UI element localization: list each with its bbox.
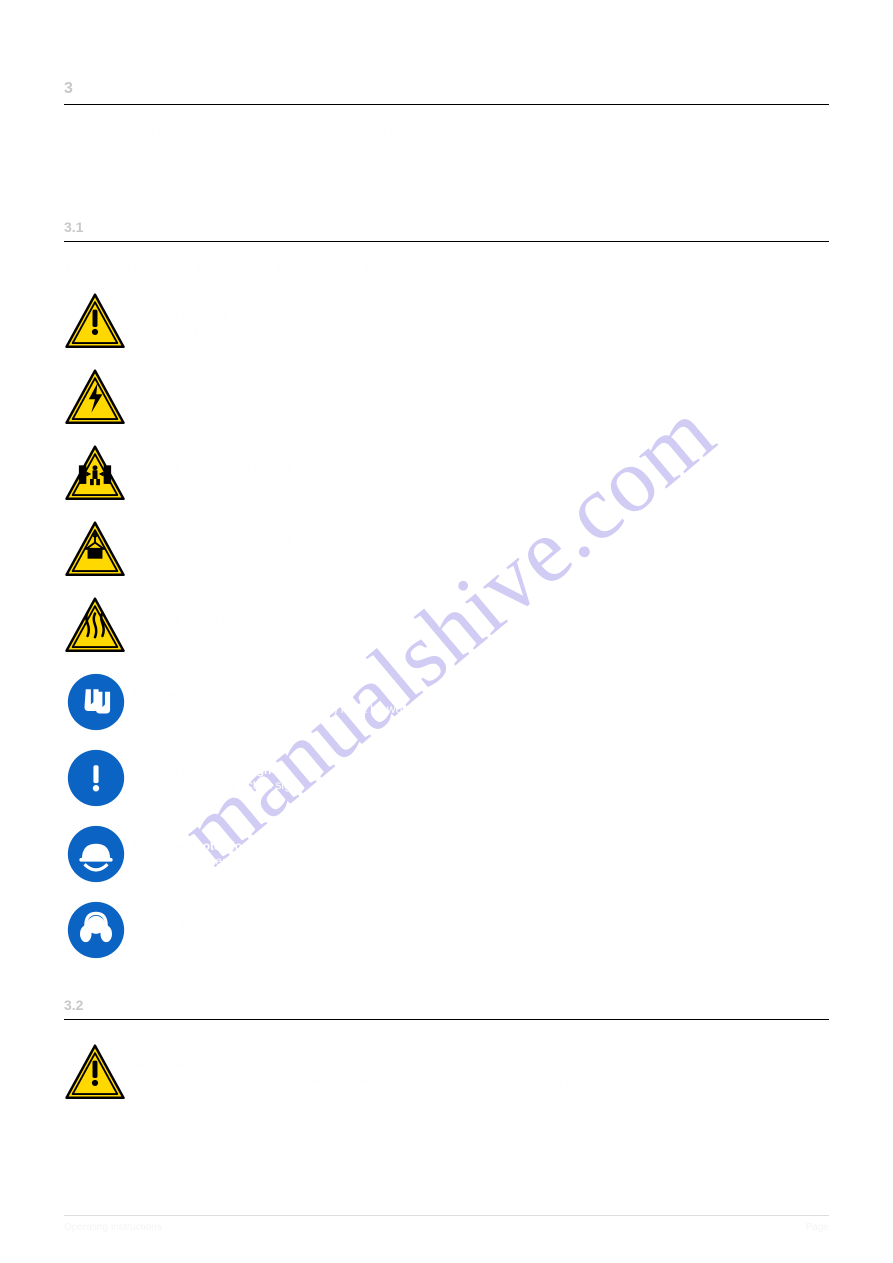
symbol-label: Use ear protection xyxy=(134,915,239,929)
subsection-symbols-lead: The warning notices are symbolized by da… xyxy=(64,260,829,276)
wear-gloves-icon-slot xyxy=(64,670,134,734)
page-footer: Operating Instructions Page xyxy=(64,1215,829,1233)
symbol-label: Warning of electrical hazards xyxy=(134,383,300,397)
general-warning-icon-slot xyxy=(64,291,134,353)
hazard-icon-slot xyxy=(64,1042,134,1104)
general-warning-icon xyxy=(64,1042,126,1104)
wear-ear-protection-icon xyxy=(64,898,128,962)
wear-gloves-icon xyxy=(64,670,128,734)
symbol-desc: Warns of risk of crushing. xyxy=(134,474,829,490)
mandatory-action-icon xyxy=(64,746,128,810)
symbol-desc: General mandatory action sign. xyxy=(134,778,829,794)
symbol-desc: Warns of hot surfaces. xyxy=(134,626,829,642)
symbol-label: Warning of crushing hazard xyxy=(134,459,292,473)
symbol-row: Warning of electrical hazardsWarns of el… xyxy=(64,363,829,433)
footer-right: Page xyxy=(806,1222,829,1233)
symbol-label: Use hand protection xyxy=(134,687,250,701)
section-intro: Before beginning any work, observe the s… xyxy=(64,123,829,139)
symbol-row-text: Use head protectionIndicates that head p… xyxy=(134,839,829,870)
hot-surface-icon-slot xyxy=(64,595,134,657)
symbol-row-text: Use hand protectionIndicates that hand p… xyxy=(134,687,829,718)
section-number: 3 xyxy=(64,80,829,98)
symbol-row: Use hand protectionIndicates that hand p… xyxy=(64,667,829,737)
symbol-row-text: Warning of electrical hazardsWarns of el… xyxy=(134,383,829,414)
symbol-row-text: Warning of suspended loadWarns of suspen… xyxy=(134,535,829,566)
suspended-load-icon xyxy=(64,519,126,581)
electrical-hazard-icon xyxy=(64,367,126,429)
hazard-signal: WARNING xyxy=(134,1058,192,1072)
symbol-row: Warning of crushing hazardWarns of risk … xyxy=(64,439,829,509)
symbol-label: General mandatory sign xyxy=(134,763,271,777)
wear-ear-protection-icon-slot xyxy=(64,898,134,962)
symbol-desc: Warns of a potential danger. Failure to … xyxy=(134,322,829,338)
wear-helmet-icon xyxy=(64,822,128,886)
symbol-row: Warning of suspended loadWarns of suspen… xyxy=(64,515,829,585)
crushing-hazard-icon-slot xyxy=(64,443,134,505)
symbol-row-text: General warning signWarns of a potential… xyxy=(134,307,829,338)
symbol-row: Use head protectionIndicates that head p… xyxy=(64,819,829,889)
symbol-desc: Indicates that hand protection (gloves) … xyxy=(134,702,829,718)
crushing-hazard-icon xyxy=(64,443,126,505)
section-rule xyxy=(64,104,829,105)
symbol-desc: Indicates that head protection (helmet) … xyxy=(134,854,829,870)
symbol-label: Use head protection xyxy=(134,839,249,853)
general-warning-icon xyxy=(64,291,126,353)
subsection-symbols-number: 3.1 xyxy=(64,219,829,235)
subsection-hazards-number: 3.2 xyxy=(64,997,829,1013)
wear-helmet-icon-slot xyxy=(64,822,134,886)
symbol-desc: Warns of suspended loads. xyxy=(134,550,829,566)
symbol-desc: Warns of electrical hazards. xyxy=(134,398,829,414)
symbol-row-text: General mandatory signGeneral mandatory … xyxy=(134,763,829,794)
symbol-label: Warning of suspended load xyxy=(134,535,291,549)
symbol-row: General mandatory signGeneral mandatory … xyxy=(64,743,829,813)
hazard-row: WARNING Failure to observe the safety in… xyxy=(64,1038,829,1108)
electrical-hazard-icon-slot xyxy=(64,367,134,429)
footer-left: Operating Instructions xyxy=(64,1222,162,1233)
symbol-row: Use ear protectionIndicates that hearing… xyxy=(64,895,829,965)
symbol-label: Warning of hot surface xyxy=(134,611,264,625)
hazard-text: Failure to observe the safety instructio… xyxy=(134,1073,660,1087)
symbol-row: Warning of hot surfaceWarns of hot surfa… xyxy=(64,591,829,661)
symbol-row-text: Warning of hot surfaceWarns of hot surfa… xyxy=(134,611,829,642)
page-content: 3 Before beginning any work, observe the… xyxy=(0,0,893,1154)
subsection-hazards-rule xyxy=(64,1019,829,1020)
suspended-load-icon-slot xyxy=(64,519,134,581)
hot-surface-icon xyxy=(64,595,126,657)
symbol-desc: Indicates that hearing protection must b… xyxy=(134,930,829,946)
symbol-row-text: Warning of crushing hazardWarns of risk … xyxy=(134,459,829,490)
mandatory-action-icon-slot xyxy=(64,746,134,810)
subsection-symbols-rule xyxy=(64,241,829,242)
symbol-row-text: Use ear protectionIndicates that hearing… xyxy=(134,915,829,946)
symbol-row: General warning signWarns of a potential… xyxy=(64,287,829,357)
symbol-label: General warning sign xyxy=(134,307,256,321)
